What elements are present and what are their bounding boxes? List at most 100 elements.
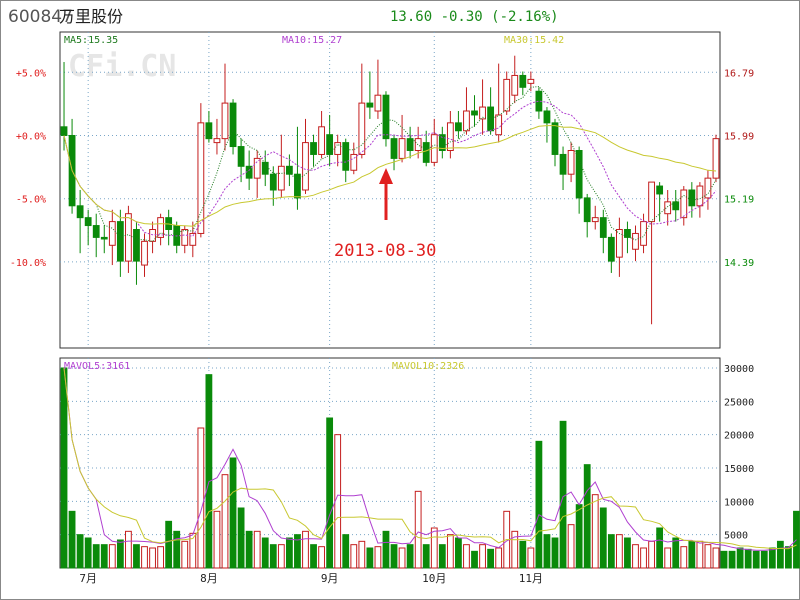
volume-tick-label: 20000	[724, 431, 754, 442]
candle-body	[100, 236, 108, 240]
candle-body	[575, 150, 583, 199]
ma-legend-label: MA5:15.35	[64, 35, 118, 46]
pct-tick-label: +0.0%	[16, 131, 46, 142]
volume-bar	[760, 550, 768, 569]
ma-legend-label: MA30:15.42	[504, 35, 564, 46]
volume-bar	[68, 510, 76, 569]
volume-bar	[221, 474, 229, 569]
volume-bar	[318, 546, 325, 569]
volume-bar	[414, 490, 422, 569]
price-panel-border	[59, 31, 721, 349]
volume-bar	[664, 547, 672, 569]
candle-body	[559, 153, 567, 175]
volume-bar	[157, 546, 165, 569]
candle-body	[213, 138, 221, 144]
volume-bar	[261, 537, 269, 569]
volume-bar	[624, 537, 631, 569]
volume-bar	[374, 546, 382, 569]
volume-bar	[632, 544, 639, 569]
candle-body	[157, 217, 165, 238]
volume-bar	[487, 548, 495, 569]
month-tick-label: 7月	[79, 572, 97, 585]
candle-body	[116, 221, 124, 262]
candle-body	[406, 138, 414, 151]
volume-bar	[551, 537, 559, 569]
volume-bar	[744, 548, 752, 569]
volume-bar	[253, 530, 261, 569]
candle-body	[543, 110, 551, 124]
candle-body	[704, 177, 712, 199]
price-tick-label: 16.79	[724, 68, 754, 79]
candle-body	[285, 165, 293, 175]
volume-bar	[607, 534, 615, 569]
volume-bar	[133, 544, 140, 569]
candle-body	[334, 142, 342, 155]
volume-bar	[406, 544, 414, 569]
pct-tick-label: -5.0%	[16, 195, 46, 206]
volume-bar	[76, 534, 84, 569]
candle-body	[84, 217, 92, 227]
volume-bar	[92, 544, 100, 569]
candle-body	[342, 142, 350, 171]
month-tick-label: 9月	[321, 572, 339, 585]
candle-body	[108, 221, 116, 246]
stock-name: 万里股份	[59, 7, 124, 26]
volume-panel: 7月 8月 9月 10月 11月 30000 25000 20000 15000 10000 500…	[59, 357, 800, 585]
candle-body	[173, 225, 181, 246]
volume-bar	[141, 546, 148, 569]
candle-body	[511, 74, 519, 96]
candle-body	[141, 240, 148, 266]
candle-body	[567, 150, 575, 175]
volume-bar	[342, 534, 350, 569]
volume-bar	[125, 530, 132, 569]
volume-bar	[640, 547, 647, 569]
candle-body	[599, 217, 607, 238]
volume-bar	[575, 504, 583, 569]
volume-bar	[768, 547, 776, 569]
candle-body	[229, 102, 237, 148]
candle-body	[672, 201, 680, 211]
ma5-line	[63, 85, 717, 242]
volume-bar	[173, 530, 181, 569]
volume-tick-label: 25000	[724, 397, 754, 408]
candle-body	[350, 153, 358, 171]
volume-tick-label: 15000	[724, 464, 754, 475]
candle-body	[76, 205, 84, 219]
candle-body	[189, 232, 197, 246]
candle-body	[221, 102, 229, 140]
volume-tick-label: 5000	[724, 531, 748, 542]
candle-body	[398, 138, 406, 159]
volume-bar	[245, 530, 253, 569]
volume-bar	[728, 550, 736, 569]
candle-body	[712, 138, 720, 179]
volume-bar	[84, 537, 92, 569]
volume-bar	[656, 527, 664, 569]
volume-bar	[615, 534, 623, 569]
candle-body	[318, 126, 325, 155]
candle-body	[390, 138, 398, 159]
month-tick-label: 10月	[422, 572, 446, 585]
candle-body	[455, 122, 462, 132]
month-tick-label: 11月	[519, 572, 543, 585]
volume-bar	[382, 530, 390, 569]
candle-body	[503, 78, 511, 112]
volume-bar	[326, 417, 334, 569]
candle-body	[261, 161, 269, 175]
volume-bar	[704, 544, 712, 569]
candle-body	[696, 185, 704, 207]
candle-body	[374, 94, 382, 112]
watermark: CFi.CN	[68, 49, 176, 84]
volume-bar	[567, 524, 575, 569]
candle-body	[607, 236, 615, 262]
volume-bar	[720, 550, 728, 569]
volume-bar	[535, 440, 543, 569]
annotation-arrow-head	[379, 168, 393, 184]
volume-bar	[366, 547, 374, 569]
volume-bar	[736, 547, 744, 569]
volume-bar	[269, 544, 277, 569]
volume-bar	[519, 540, 527, 569]
price-tick-label: 15.19	[724, 195, 754, 206]
candle-body	[414, 138, 422, 151]
ma10-line	[63, 100, 717, 237]
